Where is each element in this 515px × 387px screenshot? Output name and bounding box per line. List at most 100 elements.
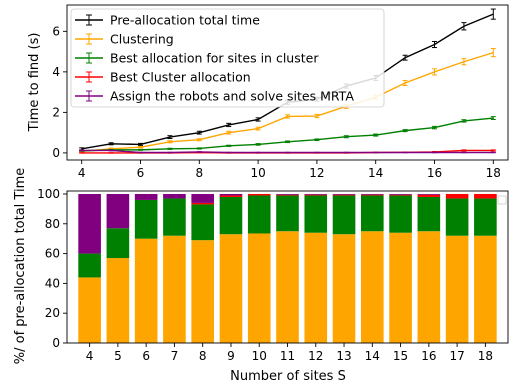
bar-segment [219,193,243,196]
bar-stack-15 [389,193,412,343]
bar-segment [332,234,356,343]
y-tick-label: 60 [45,247,60,261]
bar-stack-7 [163,193,186,343]
bar-segment [417,196,441,232]
bar-segment [191,204,214,241]
x-tick-label: 14 [365,349,380,363]
bar-segment [389,232,412,343]
x-tick-label: 12 [309,166,324,180]
bar-segment [276,193,299,195]
bar-segment [304,193,328,195]
bar-segment [106,228,130,259]
bar-segment [474,235,497,343]
bar-segment [78,253,101,278]
bar-chart-empty-legend [497,195,507,205]
legend-box [70,8,385,108]
bar-segment [389,193,412,195]
bar-segment [361,193,384,195]
bar-segment [332,194,356,196]
bar-stack-18 [474,193,497,343]
legend-item: Best allocation for sites in cluster [75,51,319,66]
bar-segment [78,277,101,343]
bar-segment [163,193,186,199]
bar-segment [474,193,497,199]
x-tick-label: 10 [250,166,265,180]
bar-chart-plot-area [78,193,497,343]
x-tick-label: 18 [486,166,501,180]
bar-segment [134,199,158,239]
bar-segment [389,195,412,233]
x-tick-label: 6 [142,349,150,363]
bar-stack-14 [361,193,384,343]
bar-segment [304,194,328,196]
bar-chart-y-axis-label: %/ of pre-allocation total Time [13,168,28,365]
x-tick-label: 4 [86,349,94,363]
x-tick-label: 5 [114,349,122,363]
bar-segment [276,194,299,196]
bar-segment [191,202,214,205]
x-tick-label: 9 [227,349,235,363]
bar-segment [247,233,271,343]
bar-segment [247,195,271,234]
bar-segment [445,235,469,343]
line-chart-y-ticks: 0 2 4 6 [52,24,67,160]
series-4 [79,149,496,154]
bar-segment [332,195,356,235]
bar-stack-5 [106,193,130,343]
x-tick-label: 17 [449,349,464,363]
legend-label: Assign the robots and solve sites MRTA [110,89,354,104]
line-chart-legend: Pre-allocation total time Clustering Best … [70,8,385,108]
x-tick-label: 15 [393,349,408,363]
bar-segment [361,231,384,343]
line-chart-frame [66,4,509,161]
y-tick-label: 0 [52,336,60,350]
bar-segment [219,234,243,343]
bar-chart-x-axis-label: Number of sites S [230,369,346,384]
y-tick-label: 6 [52,24,60,38]
bar-stack-12 [304,193,328,343]
x-tick-label: 14 [368,166,383,180]
legend-item: Pre-allocation total time [75,13,260,28]
bar-segment [78,193,101,254]
x-tick-label: 12 [308,349,323,363]
bar-segment [417,194,441,197]
y-tick-label: 4 [52,65,60,79]
bar-segment [106,258,130,343]
bar-stack-8 [191,193,214,343]
x-tick-label: 13 [336,349,351,363]
x-tick-label: 18 [478,349,493,363]
bar-stack-4 [78,193,101,343]
bar-segment [219,196,243,235]
bar-segment [134,238,158,343]
y-tick-label: 2 [52,105,60,119]
y-tick-label: 20 [45,306,60,320]
bar-segment [191,240,214,343]
bar-stack-16 [417,193,441,343]
line-chart-x-ticks: 4 6 8 10 12 14 16 18 [78,160,501,180]
x-tick-label: 16 [427,166,442,180]
bar-segment [163,235,186,343]
legend-item: Clustering [75,32,174,47]
x-tick-label: 6 [137,166,145,180]
bar-segment [163,198,186,236]
legend-item: Assign the robots and solve sites MRTA [75,89,354,104]
line-chart-y-axis-label: Time to find (s) [27,33,42,133]
bar-segment [191,193,214,203]
bar-segment [276,231,299,343]
x-tick-label: 8 [199,349,207,363]
legend-label: Best allocation for sites in cluster [110,51,319,66]
bar-segment [474,198,497,236]
x-tick-label: 16 [421,349,436,363]
bar-segment [219,195,243,197]
x-tick-label: 8 [195,166,203,180]
x-tick-label: 4 [78,166,86,180]
legend-label: Clustering [110,32,174,47]
legend-label: Pre-allocation total time [110,13,260,28]
bar-segment [134,193,158,200]
bar-segment [361,194,384,196]
bar-stack-13 [332,193,356,343]
bar-stack-9 [219,193,243,343]
bar-segment [106,193,130,229]
bar-segment [247,193,271,196]
